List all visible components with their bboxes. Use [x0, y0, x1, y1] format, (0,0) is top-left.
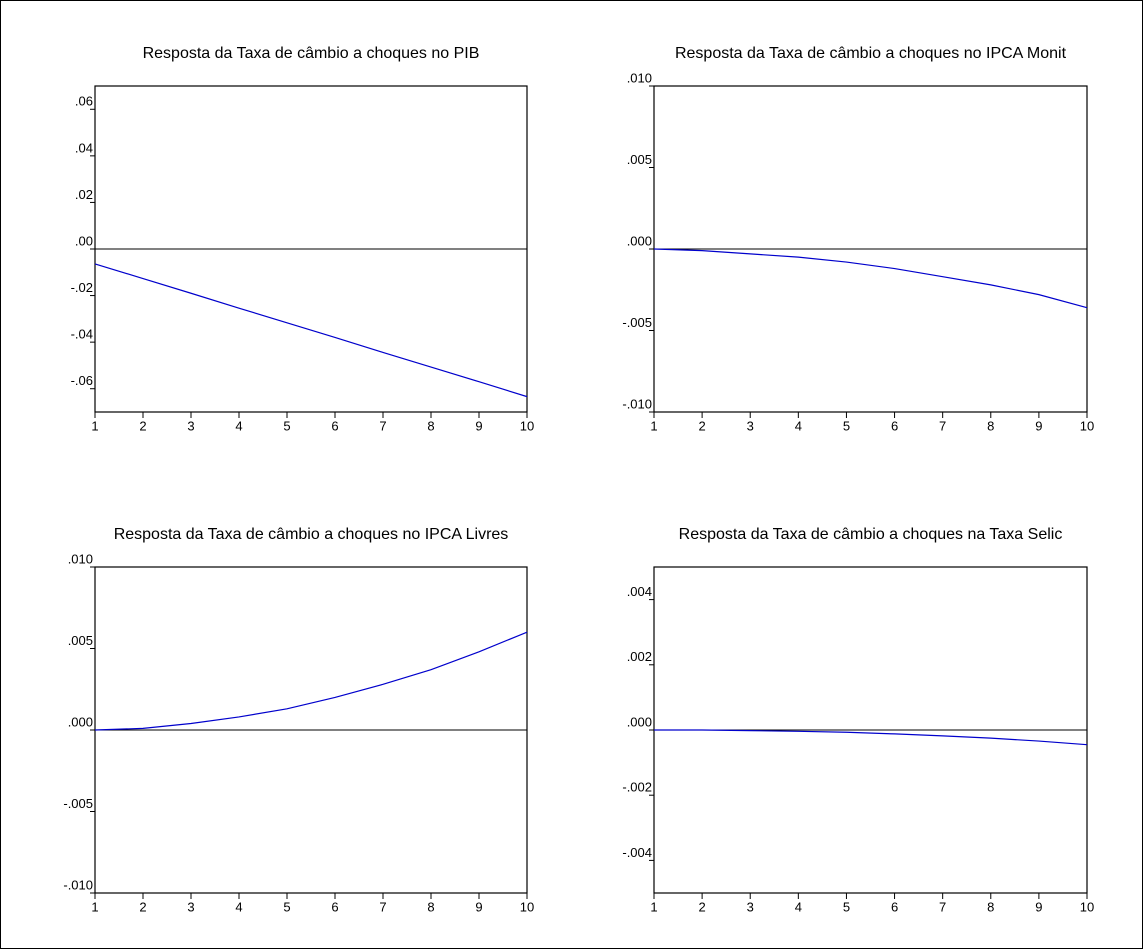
chart-title: Resposta da Taxa de câmbio a choques no …	[114, 526, 509, 543]
x-tick-label: 2	[139, 899, 146, 914]
x-tick-label: 10	[1080, 899, 1094, 914]
x-tick-label: 10	[1080, 418, 1094, 433]
x-tick-label: 3	[187, 899, 194, 914]
x-tick-label: 1	[650, 418, 657, 433]
y-tick-label: .002	[627, 649, 652, 664]
y-tick-label: -.005	[622, 315, 652, 330]
x-tick-label: 7	[379, 418, 386, 433]
y-tick-label: .000	[627, 233, 652, 248]
x-tick-label: 3	[747, 418, 754, 433]
y-tick-label: .000	[68, 714, 93, 729]
x-tick-label: 2	[698, 899, 705, 914]
y-tick-label: .06	[75, 94, 93, 109]
x-tick-label: 5	[283, 418, 290, 433]
x-tick-label: 8	[987, 418, 994, 433]
x-tick-label: 10	[520, 418, 534, 433]
x-tick-label: 6	[331, 899, 338, 914]
y-tick-label: .010	[68, 551, 93, 566]
x-tick-label: 9	[475, 899, 482, 914]
y-tick-label: -.010	[622, 396, 652, 411]
y-tick-label: -.010	[63, 877, 93, 892]
x-tick-label: 6	[891, 899, 898, 914]
y-tick-label: -.04	[71, 327, 93, 342]
series-line	[654, 729, 1088, 746]
x-tick-label: 7	[379, 899, 386, 914]
y-tick-label: -.02	[71, 280, 93, 295]
x-tick-label: 10	[520, 899, 534, 914]
y-tick-label: .005	[627, 152, 652, 167]
x-tick-label: 6	[891, 418, 898, 433]
x-tick-label: 1	[91, 418, 98, 433]
x-tick-label: 3	[747, 899, 754, 914]
y-tick-label: .004	[627, 584, 652, 599]
chart-title: Resposta da Taxa de câmbio a choques no …	[675, 45, 1067, 62]
x-tick-label: 9	[1035, 899, 1042, 914]
x-tick-label: 1	[91, 899, 98, 914]
chart-title: Resposta da Taxa de câmbio a choques no …	[143, 45, 480, 62]
x-tick-label: 9	[1035, 418, 1042, 433]
x-tick-label: 9	[475, 418, 482, 433]
series-line	[94, 631, 528, 731]
x-tick-label: 5	[283, 899, 290, 914]
y-tick-label: -.005	[63, 796, 93, 811]
x-tick-label: 2	[698, 418, 705, 433]
series-line	[94, 263, 528, 398]
chart-title: Resposta da Taxa de câmbio a choques na …	[679, 526, 1063, 543]
x-tick-label: 1	[650, 899, 657, 914]
y-tick-label: .000	[627, 714, 652, 729]
y-tick-label: .00	[75, 233, 93, 248]
x-tick-label: 4	[795, 899, 802, 914]
x-tick-label: 4	[795, 418, 802, 433]
x-tick-label: 5	[843, 418, 850, 433]
x-tick-label: 8	[427, 899, 434, 914]
x-tick-label: 6	[331, 418, 338, 433]
x-tick-label: 8	[987, 899, 994, 914]
x-tick-label: 2	[139, 418, 146, 433]
y-tick-label: -.06	[71, 373, 93, 388]
x-tick-label: 8	[427, 418, 434, 433]
x-tick-label: 3	[187, 418, 194, 433]
y-tick-label: .04	[75, 140, 93, 155]
y-tick-label: .005	[68, 633, 93, 648]
x-tick-label: 4	[235, 899, 242, 914]
y-tick-label: .02	[75, 187, 93, 202]
y-tick-label: -.004	[622, 845, 652, 860]
x-tick-label: 4	[235, 418, 242, 433]
x-tick-label: 5	[843, 899, 850, 914]
x-tick-label: 7	[939, 899, 946, 914]
x-tick-label: 7	[939, 418, 946, 433]
series-line	[653, 248, 1088, 309]
y-tick-label: .010	[627, 70, 652, 85]
y-tick-label: -.002	[622, 780, 652, 795]
